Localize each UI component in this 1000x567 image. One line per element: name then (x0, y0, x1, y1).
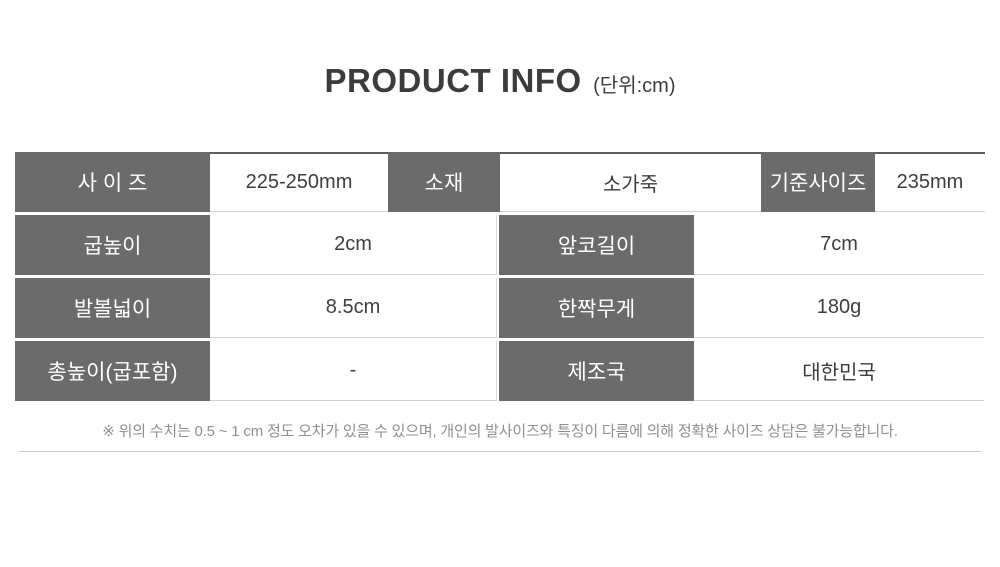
table-row-size: 사 이 즈 225-250mm 소재 소가죽 기준사이즈 235mm (15, 152, 985, 215)
bottom-divider (18, 451, 982, 452)
origin-value-cell: 대한민국 (694, 341, 984, 401)
toe-length-header-cell: 앞코길이 (499, 215, 694, 275)
foot-width-value-cell: 8.5cm (210, 278, 497, 338)
material-value-cell: 소가죽 (500, 152, 761, 212)
foot-width-header-cell: 발볼넓이 (15, 278, 210, 338)
heel-height-header-cell: 굽높이 (15, 215, 210, 275)
product-info-table: 사 이 즈 225-250mm 소재 소가죽 기준사이즈 235mm 굽높이 2… (15, 152, 985, 404)
size-value-cell: 225-250mm (210, 152, 388, 212)
total-height-value-cell: - (210, 341, 497, 401)
page-title-unit: (단위:cm) (593, 75, 676, 97)
size-disclaimer-note: ※ 위의 수치는 0.5 ~ 1 cm 정도 오차가 있을 수 있으며, 개인의… (102, 423, 898, 440)
toe-length-value-cell: 7cm (694, 215, 984, 275)
base-size-value-cell: 235mm (875, 152, 985, 212)
size-header-cell: 사 이 즈 (15, 152, 210, 212)
weight-value-cell: 180g (694, 278, 984, 338)
weight-header-cell: 한짝무게 (499, 278, 694, 338)
total-height-header-cell: 총높이(굽포함) (15, 341, 210, 401)
base-size-header-cell: 기준사이즈 (761, 152, 875, 212)
page-title-main: PRODUCT INFO (324, 62, 582, 99)
table-row-width: 발볼넓이 8.5cm 한짝무게 180g (15, 278, 985, 341)
heel-height-value-cell: 2cm (210, 215, 497, 275)
table-row-heel: 굽높이 2cm 앞코길이 7cm (15, 215, 985, 278)
origin-header-cell: 제조국 (499, 341, 694, 401)
page-title: PRODUCT INFO (단위:cm) (0, 62, 1000, 100)
table-row-total-height: 총높이(굽포함) - 제조국 대한민국 (15, 341, 985, 404)
material-header-cell: 소재 (388, 152, 500, 212)
